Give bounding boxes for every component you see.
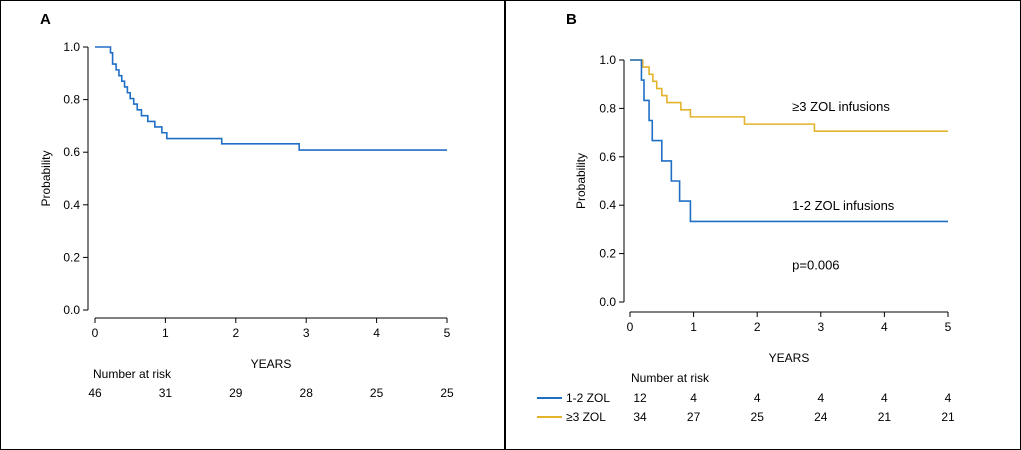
panel-b-x-tick-label: 2 [754, 320, 761, 334]
panel-b-y-tick-label: 0.4 [599, 198, 616, 212]
panel-b-risk-value: 4 [754, 391, 761, 405]
panel-b-x-tick-label: 1 [690, 320, 697, 334]
panel-a-y-tick-label: 0.6 [63, 145, 80, 159]
panel-b-y-axis-title: Probability [574, 153, 588, 209]
panel-b-risk-value: 27 [687, 410, 701, 424]
panel-a-risk-value: 31 [159, 386, 173, 400]
panel-a-letter: A [40, 11, 51, 28]
panel-a-risk-value: 29 [229, 386, 243, 400]
panel-a-x-axis-title: YEARS [251, 357, 292, 371]
panel-b-x-tick-label: 4 [881, 320, 888, 334]
panel-b-risk-value: 24 [814, 410, 828, 424]
panel-a-x-tick-label: 4 [373, 326, 380, 340]
panel-a-y-tick-label: 0.2 [63, 250, 80, 264]
panel-a-risk-value: 28 [300, 386, 314, 400]
panel-b-risk-value: 12 [633, 391, 647, 405]
panel-a-curve-1 [95, 46, 447, 151]
panel-b-annotation-1: ≥3 ZOL infusions [792, 99, 890, 114]
panel-b-x-tick-label: 0 [627, 320, 634, 334]
panel-b-risk-value: 21 [941, 410, 955, 424]
panel-b-x-tick-label: 5 [945, 320, 952, 334]
panel-a-y-tick-label: 0.0 [63, 303, 80, 317]
panel-b-curve-2 [630, 59, 948, 223]
panel-a-y-tick-label: 0.4 [63, 198, 80, 212]
panel-b-y-tick-label: 0.6 [599, 150, 616, 164]
panel-b-x-axis-title: YEARS [769, 351, 810, 365]
panel-b-risk-row-1-label: 1-2 ZOL [566, 391, 610, 405]
panel-a-x-tick-label: 1 [162, 326, 169, 340]
panel-b-letter: B [566, 11, 577, 28]
panel-a-y-axis-title: Probability [39, 150, 53, 206]
panel-b-risk-value: 4 [690, 391, 697, 405]
panel-b-risk-value: 34 [633, 410, 647, 424]
panel-b-x-tick-label: 3 [817, 320, 824, 334]
panel-b-risk-value: 25 [751, 410, 765, 424]
panel-a-x-tick-label: 0 [92, 326, 99, 340]
panel-b-risk-value: 4 [945, 391, 952, 405]
panel-a-x-tick-label: 2 [232, 326, 239, 340]
panel-b-y-tick-label: 0.0 [599, 295, 616, 309]
panel-b-annotation-2: 1-2 ZOL infusions [792, 198, 895, 213]
panel-a-y-tick-label: 0.8 [63, 93, 80, 107]
panel-b-risk-title: Number at risk [631, 371, 710, 385]
panel-a-risk-value: 25 [370, 386, 384, 400]
panel-b-y-tick-label: 1.0 [599, 53, 616, 67]
panel-b-risk-row-2-label: ≥3 ZOL [566, 410, 606, 424]
panel-a-y-tick-label: 1.0 [63, 40, 80, 54]
panel-a-risk-value: 25 [440, 386, 454, 400]
panel-a-x-tick-label: 3 [303, 326, 310, 340]
panel-b-annotation-3: p=0.006 [792, 257, 839, 272]
panel-b-curve-1 [630, 59, 948, 132]
panel-b-risk-value: 4 [881, 391, 888, 405]
panel-a-risk-value: 46 [88, 386, 102, 400]
panel-b-y-tick-label: 0.2 [599, 247, 616, 261]
panel-a-x-tick-label: 5 [444, 326, 451, 340]
panel-b-y-tick-label: 0.8 [599, 101, 616, 115]
panel-b-risk-value: 4 [817, 391, 824, 405]
panel-a-risk-title: Number at risk [93, 367, 172, 381]
panel-b-risk-value: 21 [878, 410, 892, 424]
